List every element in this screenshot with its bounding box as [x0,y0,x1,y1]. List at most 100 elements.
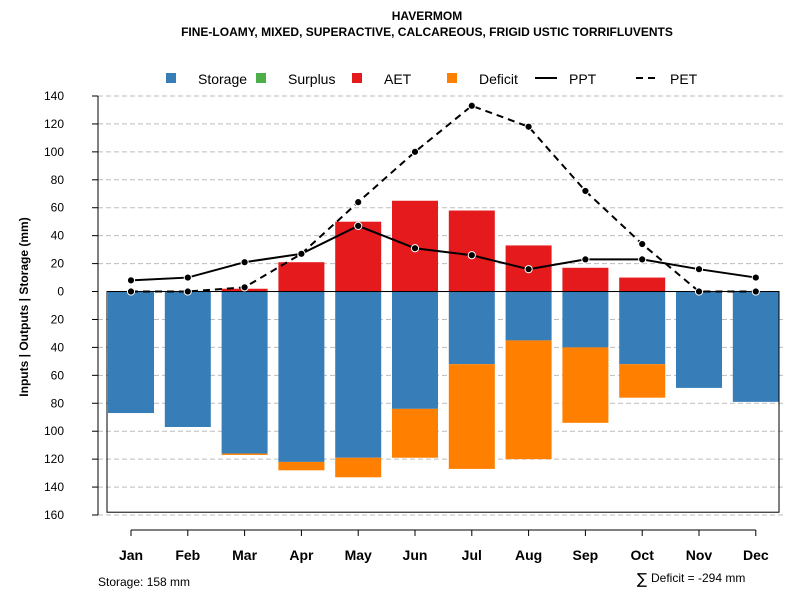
storage-bar-dec [732,291,779,402]
x-tick-label-dec: Dec [743,547,769,563]
legend-swatch [447,73,457,83]
y-tick-label: 0 [57,285,64,299]
y-tick-label: 160 [44,508,64,522]
x-tick-label-sep: Sep [573,547,599,563]
ppt-point-feb [183,273,192,282]
aet-bar-jul [448,210,495,292]
bars-layer [108,200,779,478]
legend-label: PET [670,71,698,87]
ppt-point-jul [467,251,476,260]
ppt-point-jan [126,276,136,285]
ppt-line [130,224,756,282]
deficit-bar-aug [505,340,552,460]
deficit-footnote: Deficit = -294 mm [651,571,745,585]
storage-bar-jun [392,291,438,409]
legend-item-surplus: Surplus [256,71,335,87]
storage-bar-jan [108,291,154,414]
legend-item-storage: Storage [166,71,247,87]
pet-point-aug [524,122,533,131]
deficit-bar-may [335,457,382,478]
pet-point-jan [126,287,136,296]
y-tick-label: 20 [51,312,65,326]
chart-legend: Storage Surplus AET Deficit PPT PET [166,71,698,87]
ppt-point-jun [410,244,420,253]
y-tick-label: 120 [44,452,64,466]
deficit-bar-apr [278,461,325,471]
pet-point-jul [467,101,476,110]
storage-bar-aug [505,291,552,341]
deficit-bar-jun [392,408,438,458]
x-tick-label-jun: Jun [403,547,428,563]
pet-point-sep [581,186,590,196]
chart-subtitle: FINE-LOAMY, MIXED, SUPERACTIVE, CALCAREO… [181,25,673,39]
legend-label: Surplus [288,71,335,87]
pet-point-nov [694,287,704,296]
x-tick-label-jul: Jul [462,547,482,563]
x-tick-label-oct: Oct [631,547,655,563]
aet-bar-apr [278,262,325,292]
pet-point-feb [183,287,192,296]
deficit-bar-jul [448,364,495,469]
deficit-bar-oct [619,364,666,398]
storage-bar-nov [676,291,722,388]
pet-point-oct [638,239,647,249]
y-tick-label: 140 [44,480,64,494]
legend-item-aet: AET [352,71,412,87]
aet-bar-sep [562,267,609,292]
legend-swatch [256,73,266,83]
legend-label: Deficit [479,71,518,87]
ppt-point-aug [524,265,533,274]
storage-bar-sep [562,291,609,348]
x-tick-label-mar: Mar [232,547,257,563]
storage-bar-jul [448,291,495,365]
storage-footnote: Storage: 158 mm [98,575,190,589]
legend-label: AET [384,71,412,87]
legend-label: Storage [198,71,247,87]
y-axis-title: Inputs | Outputs | Storage (mm) [17,217,31,396]
y-tick-label: 60 [51,368,65,382]
x-tick-label-apr: Apr [289,547,314,563]
pet-point-jun [410,147,420,156]
lines-layer [126,101,760,296]
pet-point-mar [240,283,249,292]
storage-bar-may [335,291,382,458]
x-tick-label-nov: Nov [686,547,713,563]
y-tick-label: 40 [51,340,65,354]
deficit-bar-sep [562,347,609,423]
x-tick-label-jan: Jan [119,547,143,563]
chart-title: HAVERMOM [392,9,462,23]
y-tick-label: 100 [44,145,64,159]
ppt-point-sep [581,255,590,264]
y-axis: 140 120 100 80 60 40 20 0 20 40 60 80 100 120 140 160 [44,89,99,522]
storage-bar-feb [164,291,211,428]
ppt-point-dec [751,273,760,282]
deficit-bar-mar [221,453,268,455]
x-axis: Jan Feb Mar Apr May Jun Jul Aug Sep Oct Nov Dec [119,529,769,563]
y-tick-label: 80 [51,396,65,410]
aet-bar-oct [619,277,666,292]
ppt-point-apr [297,249,306,258]
y-tick-label: 120 [44,117,64,131]
x-tick-label-aug: Aug [515,547,542,563]
y-tick-label: 80 [51,173,65,187]
legend-item-deficit: Deficit [447,71,518,87]
legend-label: PPT [569,71,597,87]
grid-lines [98,95,786,516]
y-tick-label: 100 [44,424,64,438]
legend-swatch [352,73,362,83]
x-tick-label-may: May [345,547,372,563]
y-tick-label: 60 [51,201,65,215]
pet-point-may [354,198,363,207]
y-tick-label: 20 [51,257,65,271]
storage-bar-mar [221,291,268,454]
storage-bar-oct [619,291,666,365]
ppt-point-mar [240,258,249,267]
y-tick-label: 40 [51,229,65,243]
ppt-point-may [354,221,363,230]
pet-point-dec [751,287,760,296]
legend-item-ppt: PPT [535,71,597,87]
legend-item-pet: PET [636,71,698,87]
pet-line [131,104,756,293]
y-tick-label: 140 [44,89,64,103]
